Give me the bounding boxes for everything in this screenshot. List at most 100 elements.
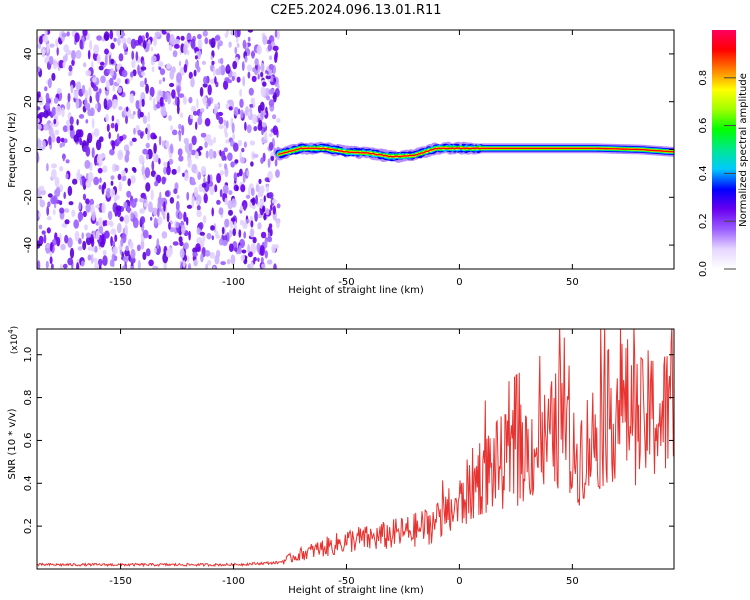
noise-speckle <box>191 197 195 209</box>
noise-speckle <box>264 87 271 97</box>
noise-speckle <box>207 84 212 96</box>
noise-speckle <box>197 39 203 50</box>
noise-speckle <box>204 117 211 127</box>
noise-speckle <box>38 224 43 230</box>
noise-speckle <box>261 139 268 144</box>
noise-speckle <box>124 78 128 85</box>
noise-speckle <box>117 86 123 94</box>
noise-speckle <box>71 50 76 61</box>
noise-speckle <box>44 244 51 248</box>
noise-speckle <box>103 31 110 41</box>
noise-speckle <box>267 44 272 52</box>
noise-speckle <box>154 181 159 187</box>
noise-speckle <box>208 148 214 160</box>
noise-speckle <box>76 262 80 269</box>
noise-speckle <box>236 172 240 177</box>
noise-speckle <box>114 122 119 132</box>
noise-speckle <box>142 40 147 49</box>
noise-speckle <box>118 181 122 192</box>
noise-speckle <box>55 38 59 48</box>
noise-speckle <box>238 139 242 147</box>
noise-speckle <box>43 109 49 119</box>
noise-speckle <box>216 199 221 205</box>
noise-speckle <box>129 93 135 104</box>
noise-speckle <box>98 88 102 94</box>
noise-speckle <box>179 112 183 119</box>
noise-speckle <box>201 182 207 188</box>
noise-speckle <box>248 87 254 96</box>
noise-speckle <box>190 180 197 186</box>
noise-speckle <box>109 188 116 198</box>
noise-speckle <box>262 35 268 45</box>
noise-speckle <box>239 98 244 109</box>
noise-speckle <box>130 38 137 49</box>
noise-speckle <box>125 115 128 124</box>
noise-speckle <box>49 122 55 127</box>
noise-speckle <box>227 152 233 161</box>
noise-speckle <box>145 182 151 192</box>
noise-speckle <box>186 255 190 263</box>
noise-speckle <box>79 39 83 50</box>
noise-speckle <box>211 207 214 217</box>
noise-speckle <box>53 97 59 104</box>
noise-speckle <box>94 245 98 253</box>
noise-speckle <box>51 106 57 116</box>
noise-speckle <box>200 165 207 176</box>
spectrogram-x-ticks: -150 -100 -50 0 50 <box>109 30 579 288</box>
noise-speckle <box>186 49 190 56</box>
noise-speckle <box>84 97 88 109</box>
noise-speckle <box>218 65 221 76</box>
noise-speckle <box>200 132 207 138</box>
noise-speckle <box>85 202 91 213</box>
noise-speckle <box>82 210 87 218</box>
noise-speckle <box>94 262 99 269</box>
noise-speckle <box>144 202 149 208</box>
noise-speckle <box>157 216 163 225</box>
noise-speckle <box>60 137 65 143</box>
snr-y-ticks: 0.2 0.4 0.6 0.8 1.0 <box>23 347 674 534</box>
noise-speckle <box>248 186 251 197</box>
snr-x-label: Height of straight line (km) <box>288 585 424 596</box>
spectrogram-x-label: Height of straight line (km) <box>288 285 424 296</box>
noise-speckle <box>141 60 145 67</box>
noise-speckle <box>222 184 229 194</box>
noise-speckle <box>195 121 198 130</box>
noise-speckle <box>166 63 172 70</box>
noise-speckle <box>61 223 67 228</box>
noise-speckle <box>116 208 122 218</box>
noise-speckle <box>51 168 57 180</box>
noise-speckle <box>98 265 102 269</box>
noise-speckle <box>84 224 88 231</box>
noise-speckle <box>121 37 127 44</box>
x-tick-label: 0 <box>456 277 462 288</box>
noise-speckle <box>210 55 213 61</box>
noise-speckle <box>141 165 145 176</box>
noise-speckle <box>151 66 155 73</box>
noise-speckle <box>154 31 161 38</box>
noise-speckle <box>251 75 257 83</box>
noise-speckle <box>246 124 252 134</box>
noise-speckle <box>145 32 149 39</box>
noise-speckle <box>213 136 216 144</box>
noise-speckle <box>110 236 113 247</box>
noise-speckle <box>159 96 164 107</box>
noise-speckle <box>161 207 164 216</box>
noise-speckle <box>161 140 165 147</box>
noise-speckle <box>62 61 66 69</box>
noise-speckle <box>139 131 144 139</box>
noise-speckle <box>223 119 227 127</box>
noise-speckle <box>51 72 56 81</box>
noise-speckle <box>141 98 145 107</box>
noise-speckle <box>67 185 73 196</box>
noise-speckle <box>276 203 281 209</box>
noise-speckle <box>255 194 258 205</box>
noise-speckle <box>221 226 225 235</box>
noise-speckle <box>124 224 128 235</box>
noise-speckle <box>126 205 131 214</box>
noise-speckle <box>220 64 226 76</box>
noise-speckle <box>252 67 256 73</box>
noise-speckle <box>103 181 107 190</box>
noise-speckle <box>262 81 267 87</box>
noise-speckle <box>93 44 100 55</box>
noise-speckle <box>101 202 106 214</box>
